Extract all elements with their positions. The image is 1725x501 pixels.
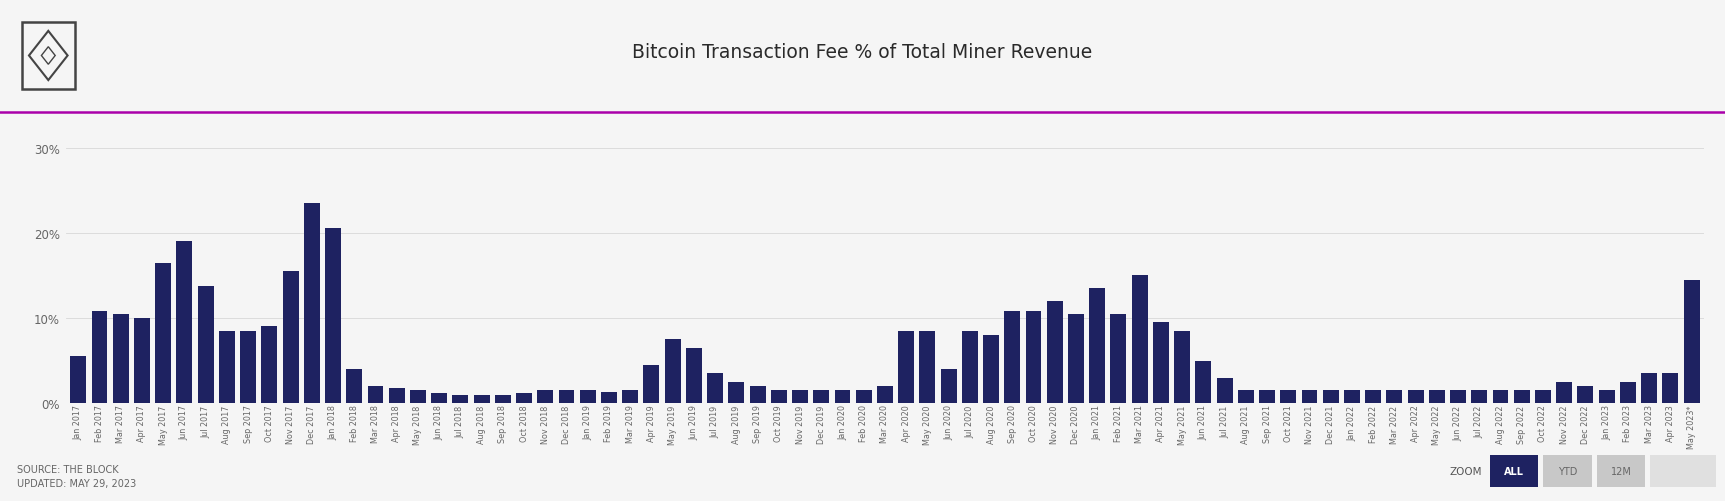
Bar	[1428, 391, 1446, 403]
Bar	[71, 357, 86, 403]
Bar	[899, 331, 914, 403]
Text: SOURCE: THE BLOCK
UPDATED: MAY 29, 2023: SOURCE: THE BLOCK UPDATED: MAY 29, 2023	[17, 464, 136, 488]
Bar	[1047, 301, 1063, 403]
Bar	[1323, 391, 1339, 403]
Bar	[940, 369, 957, 403]
Bar	[1620, 382, 1635, 403]
Bar	[219, 331, 235, 403]
Bar	[1451, 391, 1466, 403]
Bar	[1599, 391, 1615, 403]
Bar	[1026, 312, 1042, 403]
Bar	[771, 391, 787, 403]
Bar	[664, 340, 681, 403]
Bar	[324, 229, 342, 403]
Bar	[1004, 312, 1019, 403]
Bar	[1471, 391, 1487, 403]
Bar	[1492, 391, 1508, 403]
Bar	[1387, 391, 1402, 403]
Bar	[304, 203, 319, 403]
FancyBboxPatch shape	[1544, 455, 1592, 487]
Bar	[452, 395, 469, 403]
Bar	[1577, 386, 1594, 403]
Bar	[919, 331, 935, 403]
Bar	[22, 23, 74, 90]
Bar	[135, 318, 150, 403]
Text: Bitcoin Transaction Fee % of Total Miner Revenue: Bitcoin Transaction Fee % of Total Miner…	[633, 43, 1092, 62]
Bar	[1535, 391, 1551, 403]
Bar	[812, 391, 830, 403]
Bar	[112, 314, 129, 403]
Bar	[1408, 391, 1423, 403]
Bar	[623, 391, 638, 403]
Bar	[431, 393, 447, 403]
Bar	[1684, 280, 1699, 403]
Bar	[750, 386, 766, 403]
Bar	[91, 312, 107, 403]
Bar	[155, 263, 171, 403]
Bar	[707, 374, 723, 403]
FancyBboxPatch shape	[1651, 455, 1699, 487]
Bar	[388, 388, 405, 403]
Bar	[1216, 378, 1233, 403]
Bar	[1132, 276, 1147, 403]
Bar	[1088, 289, 1106, 403]
FancyBboxPatch shape	[1490, 455, 1539, 487]
Bar	[1556, 382, 1571, 403]
Bar	[411, 391, 426, 403]
Bar	[1195, 361, 1211, 403]
Bar	[1515, 391, 1530, 403]
Bar	[983, 335, 999, 403]
Bar	[1111, 314, 1126, 403]
Bar	[1280, 391, 1295, 403]
Bar	[1663, 374, 1678, 403]
Bar	[198, 286, 214, 403]
Bar	[835, 391, 850, 403]
FancyBboxPatch shape	[1685, 455, 1725, 487]
FancyBboxPatch shape	[1597, 455, 1646, 487]
Bar	[1259, 391, 1275, 403]
Bar	[856, 391, 871, 403]
Bar	[347, 369, 362, 403]
Bar	[876, 386, 894, 403]
Text: ALL: ALL	[1504, 466, 1525, 476]
Bar	[728, 382, 743, 403]
Text: YTD: YTD	[1558, 466, 1577, 476]
Bar	[1640, 374, 1658, 403]
Bar	[176, 242, 193, 403]
Bar	[1175, 331, 1190, 403]
Bar	[687, 348, 702, 403]
Bar	[1364, 391, 1382, 403]
Text: 12M: 12M	[1611, 466, 1632, 476]
Bar	[1239, 391, 1254, 403]
Bar	[283, 272, 298, 403]
Bar	[1301, 391, 1318, 403]
Bar	[1344, 391, 1359, 403]
Bar	[474, 395, 490, 403]
Bar	[262, 327, 278, 403]
Bar	[963, 331, 978, 403]
Bar	[1068, 314, 1083, 403]
Bar	[516, 393, 531, 403]
Bar	[792, 391, 807, 403]
Bar	[495, 395, 511, 403]
Text: ZOOM: ZOOM	[1449, 466, 1482, 476]
Bar	[240, 331, 255, 403]
Bar	[600, 392, 618, 403]
Bar	[536, 391, 554, 403]
Bar	[367, 386, 383, 403]
Bar	[580, 391, 595, 403]
Bar	[1152, 323, 1170, 403]
Bar	[643, 365, 659, 403]
Bar	[559, 391, 574, 403]
